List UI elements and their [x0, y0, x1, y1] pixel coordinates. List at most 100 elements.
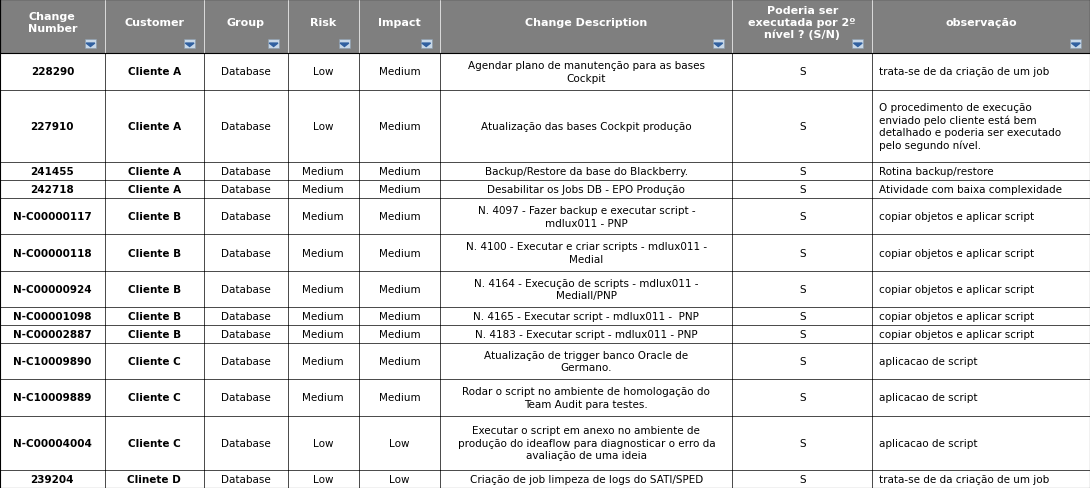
Text: Cliente B: Cliente B	[128, 311, 181, 321]
Text: N. 4097 - Fazer backup e executar script -
mdlux011 - PNP: N. 4097 - Fazer backup e executar script…	[477, 206, 695, 228]
Text: Criação de job limpeza de logs do SATI/SPED: Criação de job limpeza de logs do SATI/S…	[470, 474, 703, 484]
Text: trata-se de da criação de um job: trata-se de da criação de um job	[879, 67, 1049, 77]
Text: S: S	[799, 67, 806, 77]
Text: Database: Database	[221, 311, 270, 321]
Text: Customer: Customer	[124, 18, 184, 28]
Text: Cliente B: Cliente B	[128, 284, 181, 294]
Bar	[0, 470, 1090, 488]
Text: Medium: Medium	[302, 248, 344, 258]
Text: Low: Low	[313, 122, 334, 131]
Text: Cliente C: Cliente C	[128, 393, 181, 403]
Text: Low: Low	[313, 438, 334, 448]
Text: Cliente A: Cliente A	[128, 167, 181, 177]
Bar	[339, 40, 350, 49]
Text: 239204: 239204	[31, 474, 74, 484]
Text: Medium: Medium	[302, 311, 344, 321]
Text: S: S	[799, 474, 806, 484]
Text: S: S	[799, 438, 806, 448]
Bar	[0, 181, 1090, 199]
Text: Medium: Medium	[378, 311, 421, 321]
Bar	[713, 40, 724, 49]
Text: Medium: Medium	[378, 67, 421, 77]
Text: Cliente B: Cliente B	[128, 329, 181, 339]
Text: Low: Low	[313, 67, 334, 77]
Bar	[421, 40, 432, 49]
Text: Medium: Medium	[302, 329, 344, 339]
Bar	[0, 0, 1090, 54]
Text: Medium: Medium	[378, 185, 421, 195]
Polygon shape	[422, 44, 431, 47]
Bar	[0, 325, 1090, 344]
Text: Change Description: Change Description	[525, 18, 647, 28]
Text: copiar objetos e aplicar script: copiar objetos e aplicar script	[879, 284, 1033, 294]
Text: Database: Database	[221, 122, 270, 131]
Text: N-C10009889: N-C10009889	[13, 393, 92, 403]
Text: Medium: Medium	[378, 284, 421, 294]
Bar	[852, 40, 863, 49]
Bar	[0, 163, 1090, 181]
Text: 242718: 242718	[31, 185, 74, 195]
Text: Database: Database	[221, 67, 270, 77]
Bar	[0, 235, 1090, 271]
Text: Cliente B: Cliente B	[128, 248, 181, 258]
Text: 241455: 241455	[31, 167, 74, 177]
Text: aplicacao de script: aplicacao de script	[879, 438, 977, 448]
Text: copiar objetos e aplicar script: copiar objetos e aplicar script	[879, 248, 1033, 258]
Text: copiar objetos e aplicar script: copiar objetos e aplicar script	[879, 329, 1033, 339]
Text: N-C00002887: N-C00002887	[13, 329, 92, 339]
Text: N-C00004004: N-C00004004	[13, 438, 92, 448]
Bar	[268, 40, 279, 49]
Text: Database: Database	[221, 329, 270, 339]
Text: Medium: Medium	[302, 212, 344, 222]
Text: S: S	[799, 393, 806, 403]
Bar	[0, 307, 1090, 325]
Text: N-C00000118: N-C00000118	[13, 248, 92, 258]
Polygon shape	[1071, 44, 1080, 47]
Text: N-C10009890: N-C10009890	[13, 357, 92, 366]
Text: Atividade com baixa complexidade: Atividade com baixa complexidade	[879, 185, 1062, 195]
Text: copiar objetos e aplicar script: copiar objetos e aplicar script	[879, 212, 1033, 222]
Text: S: S	[799, 185, 806, 195]
Bar	[0, 90, 1090, 163]
Polygon shape	[714, 44, 723, 47]
Text: Cliente C: Cliente C	[128, 357, 181, 366]
Text: Medium: Medium	[378, 329, 421, 339]
Bar	[85, 40, 96, 49]
Text: Clinete D: Clinete D	[128, 474, 181, 484]
Text: Medium: Medium	[378, 393, 421, 403]
Text: Executar o script em anexo no ambiente de
produção do ideaflow para diagnosticar: Executar o script em anexo no ambiente d…	[458, 426, 715, 460]
Text: Medium: Medium	[302, 167, 344, 177]
Text: O procedimento de execução
enviado pelo cliente está bem
detalhado e poderia ser: O procedimento de execução enviado pelo …	[879, 102, 1061, 151]
Text: Group: Group	[227, 18, 265, 28]
Text: Database: Database	[221, 474, 270, 484]
Polygon shape	[86, 44, 95, 47]
Bar	[0, 344, 1090, 380]
Text: Atualização de trigger banco Oracle de
Germano.: Atualização de trigger banco Oracle de G…	[484, 350, 689, 373]
Polygon shape	[340, 44, 349, 47]
Text: aplicacao de script: aplicacao de script	[879, 357, 977, 366]
Text: N. 4164 - Execução de scripts - mdlux011 -
Mediall/PNP: N. 4164 - Execução de scripts - mdlux011…	[474, 278, 699, 300]
Text: Medium: Medium	[378, 122, 421, 131]
Text: S: S	[799, 329, 806, 339]
Text: S: S	[799, 311, 806, 321]
Text: Low: Low	[389, 438, 410, 448]
Bar	[184, 40, 195, 49]
Text: S: S	[799, 248, 806, 258]
Text: Database: Database	[221, 248, 270, 258]
Bar	[0, 54, 1090, 90]
Text: Cliente A: Cliente A	[128, 185, 181, 195]
Text: Agendar plano de manutenção para as bases
Cockpit: Agendar plano de manutenção para as base…	[468, 61, 705, 83]
Bar	[0, 380, 1090, 416]
Text: Database: Database	[221, 284, 270, 294]
Text: S: S	[799, 167, 806, 177]
Bar	[0, 416, 1090, 470]
Text: Cliente C: Cliente C	[128, 438, 181, 448]
Bar	[0, 0, 1090, 54]
Text: Medium: Medium	[378, 167, 421, 177]
Text: N-C00001098: N-C00001098	[13, 311, 92, 321]
Text: trata-se de da criação de um job: trata-se de da criação de um job	[879, 474, 1049, 484]
Text: Low: Low	[389, 474, 410, 484]
Text: N. 4165 - Executar script - mdlux011 -  PNP: N. 4165 - Executar script - mdlux011 - P…	[473, 311, 700, 321]
Text: S: S	[799, 284, 806, 294]
Text: Database: Database	[221, 167, 270, 177]
